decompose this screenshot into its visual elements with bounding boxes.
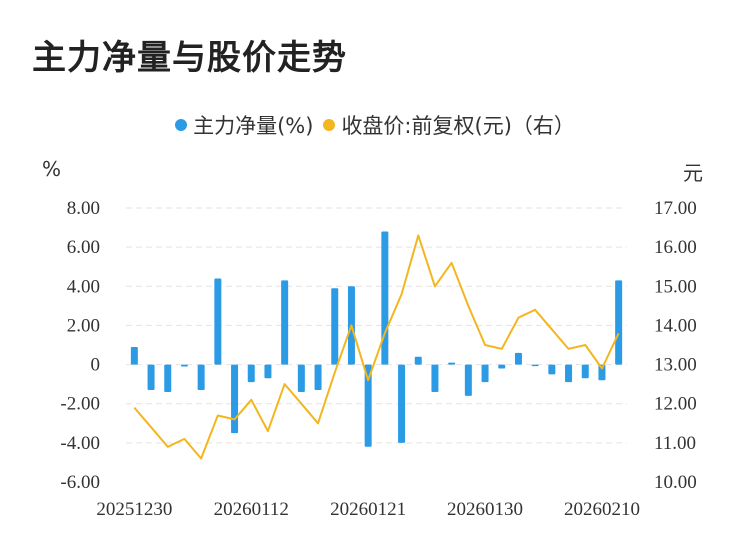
x-tick-label: 20260130 [447, 499, 523, 520]
net-bar [498, 364, 506, 369]
y-tick-left: -6.00 [60, 472, 100, 493]
net-bar [414, 356, 422, 365]
y-tick-left: 4.00 [67, 276, 100, 297]
x-tick-label: 20260210 [564, 499, 640, 520]
y-tick-right: 10.00 [654, 472, 697, 493]
y-tick-right: 17.00 [654, 198, 697, 219]
legend-item-price[interactable]: 收盘价:前复权(元)（右） [323, 110, 575, 140]
price-line [133, 234, 620, 460]
legend-price-label: 收盘价:前复权(元)（右） [341, 114, 575, 138]
grid-layer [126, 207, 627, 444]
net-bar [531, 364, 539, 367]
net-bar [247, 364, 255, 383]
net-bar [448, 362, 456, 365]
net-bar [297, 364, 305, 392]
net-bar [264, 364, 272, 379]
net-bar [164, 364, 172, 392]
y-tick-right: 13.00 [654, 355, 697, 376]
x-tick-label: 20260121 [330, 499, 406, 520]
y-tick-left: 2.00 [67, 315, 100, 336]
legend-net-dot-icon [175, 119, 188, 131]
x-tick-label: 20260112 [214, 499, 289, 520]
net-bar [481, 364, 489, 383]
net-bar [598, 364, 606, 381]
line-layer [133, 234, 620, 460]
y-tick-right: 15.00 [654, 276, 697, 297]
net-bar [464, 364, 472, 396]
y-tick-right: 12.00 [654, 394, 697, 415]
net-bar [314, 364, 322, 391]
net-bar [548, 364, 556, 375]
y-tick-left: -2.00 [60, 394, 100, 415]
y-tick-right: 11.00 [654, 433, 696, 454]
y-tick-right: 16.00 [654, 237, 697, 258]
y-tick-left: -4.00 [60, 433, 100, 454]
net-bar [581, 364, 589, 379]
net-bar [197, 364, 205, 391]
net-bar [514, 352, 522, 365]
y-tick-right: 14.00 [654, 315, 697, 336]
y-tick-left: 6.00 [67, 237, 100, 258]
y-tick-left: 8.00 [67, 198, 100, 219]
legend-net-label: 主力净量(%) [193, 114, 314, 138]
bar-layer [130, 231, 623, 447]
legend-price-dot-icon [323, 119, 336, 131]
net-bar [431, 364, 439, 392]
net-bar [381, 231, 389, 365]
legend: 主力净量(%) 收盘价:前复权(元)（右） [0, 110, 750, 140]
right-axis-unit: 元 [683, 161, 703, 185]
net-bar [565, 364, 573, 383]
x-tick-label: 20251230 [96, 499, 172, 520]
left-axis-unit: % [42, 157, 62, 181]
net-bar [180, 364, 188, 367]
net-bar [398, 364, 406, 443]
y-tick-left: 0 [91, 355, 101, 376]
net-bar [130, 346, 138, 365]
net-bar [364, 364, 372, 447]
net-bar [615, 280, 623, 365]
net-bar [331, 288, 339, 365]
net-bar [147, 364, 155, 391]
net-bar [214, 278, 222, 365]
legend-item-net[interactable]: 主力净量(%) [175, 110, 313, 140]
page-title: 主力净量与股价走势 [32, 38, 347, 78]
net-bar [231, 364, 239, 434]
net-bar [281, 280, 289, 365]
axis-layer: 8.00 17.00 6.00 16.00 4.00 15.00 2.00 14.00 0 13.… [60, 198, 696, 520]
